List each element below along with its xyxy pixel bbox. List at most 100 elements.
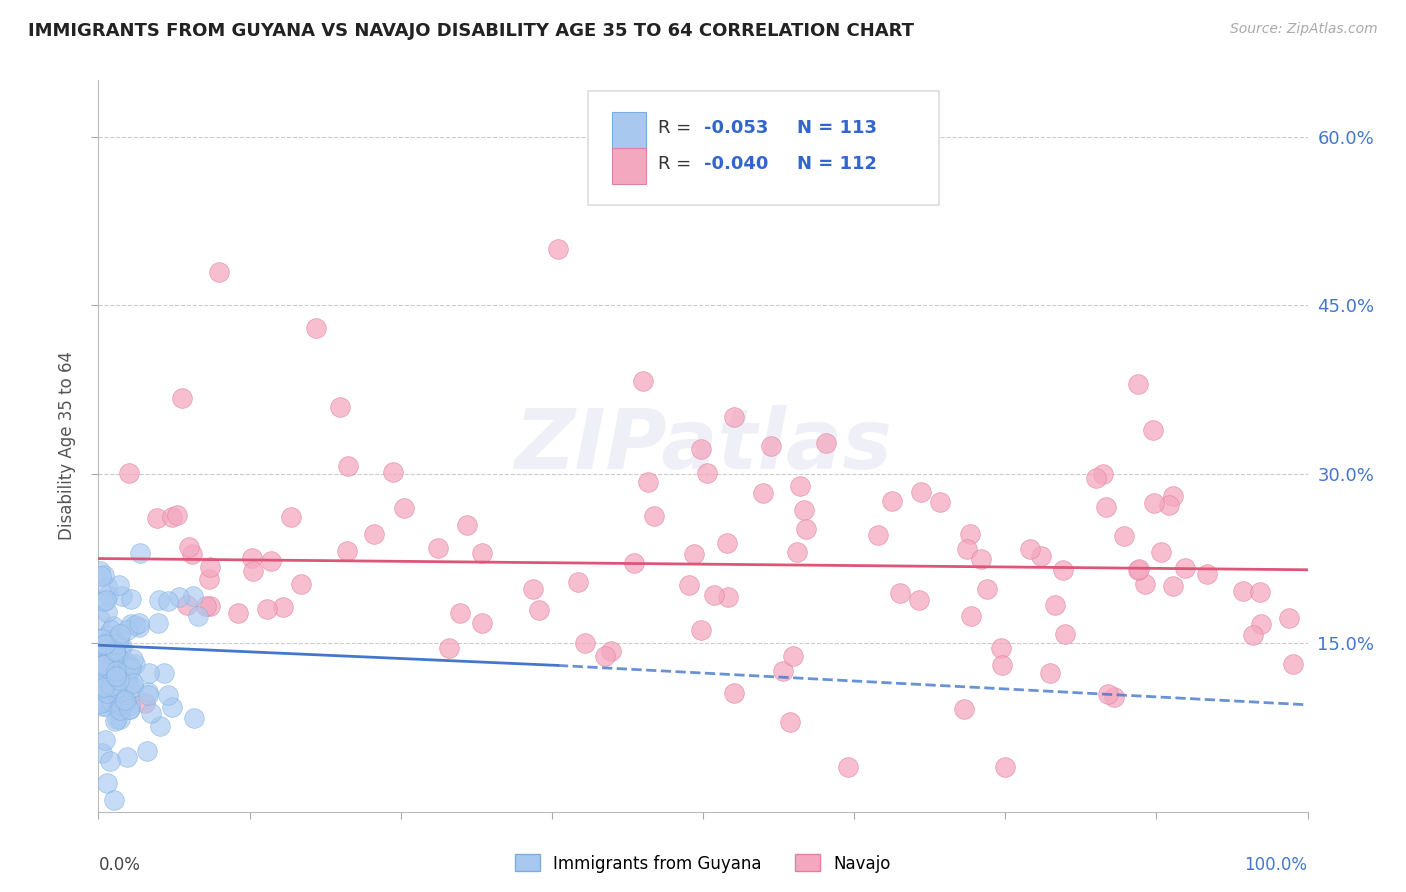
Point xyxy=(759,439,782,453)
Point xyxy=(198,599,221,614)
Point xyxy=(782,648,804,663)
Point xyxy=(593,648,616,663)
Point xyxy=(93,665,115,679)
Point xyxy=(96,672,118,686)
Point xyxy=(180,547,202,561)
Point xyxy=(89,696,111,710)
Point xyxy=(689,442,711,456)
Point xyxy=(242,565,264,579)
Point xyxy=(108,703,131,717)
Point xyxy=(94,656,117,670)
Point xyxy=(329,400,352,414)
Point xyxy=(567,575,589,590)
Point xyxy=(336,544,359,558)
Point xyxy=(1053,626,1076,640)
Point xyxy=(195,599,218,613)
Point xyxy=(118,682,141,697)
Point xyxy=(93,657,115,671)
Point xyxy=(1102,690,1125,704)
Point xyxy=(89,612,111,626)
Text: 100.0%: 100.0% xyxy=(1244,855,1308,873)
Point xyxy=(723,686,745,700)
Point xyxy=(136,688,159,702)
Point xyxy=(1143,496,1166,510)
Point xyxy=(166,508,188,522)
Point xyxy=(187,609,209,624)
Point xyxy=(100,694,122,708)
Point xyxy=(97,642,120,657)
Point xyxy=(527,603,550,617)
Text: R =: R = xyxy=(658,155,697,173)
Point xyxy=(1157,498,1180,512)
Point xyxy=(290,577,312,591)
Point xyxy=(814,436,837,450)
Point xyxy=(100,754,122,768)
Point xyxy=(105,669,128,683)
Point xyxy=(1092,467,1115,481)
Point xyxy=(94,732,117,747)
Point xyxy=(91,632,114,646)
Point xyxy=(108,577,131,591)
Point xyxy=(198,572,221,586)
Point xyxy=(200,559,222,574)
Y-axis label: Disability Age 35 to 64: Disability Age 35 to 64 xyxy=(58,351,76,541)
Point xyxy=(90,644,112,658)
Point xyxy=(703,589,725,603)
Point xyxy=(117,674,139,689)
Point xyxy=(956,542,979,557)
Point xyxy=(89,694,111,708)
Point xyxy=(100,623,122,637)
Point xyxy=(176,598,198,612)
Text: IMMIGRANTS FROM GUYANA VS NAVAJO DISABILITY AGE 35 TO 64 CORRELATION CHART: IMMIGRANTS FROM GUYANA VS NAVAJO DISABIL… xyxy=(28,22,914,40)
Point xyxy=(117,662,139,676)
Point xyxy=(1019,542,1042,557)
Point xyxy=(124,657,146,671)
Point xyxy=(128,615,150,630)
Point xyxy=(683,547,706,561)
Point xyxy=(114,693,136,707)
Point xyxy=(179,540,201,554)
Point xyxy=(117,668,139,682)
Point xyxy=(160,510,183,524)
Point xyxy=(752,486,775,500)
Point xyxy=(772,664,794,678)
Point xyxy=(208,264,231,278)
Point xyxy=(104,662,127,676)
Point xyxy=(1094,500,1116,514)
Point xyxy=(136,744,159,758)
Point xyxy=(600,644,623,658)
Point xyxy=(118,698,141,712)
Text: N = 113: N = 113 xyxy=(797,119,877,136)
Point xyxy=(94,592,117,607)
Legend: Immigrants from Guyana, Navajo: Immigrants from Guyana, Navajo xyxy=(509,847,897,880)
Text: N = 112: N = 112 xyxy=(797,155,877,173)
Point xyxy=(111,589,134,603)
Point xyxy=(101,661,124,675)
Point xyxy=(1128,377,1150,392)
Point xyxy=(678,578,700,592)
Point xyxy=(120,616,142,631)
Point xyxy=(363,526,385,541)
Point xyxy=(1249,584,1271,599)
Point xyxy=(1085,471,1108,485)
Point xyxy=(167,591,190,605)
Point xyxy=(96,686,118,700)
Point xyxy=(1163,579,1185,593)
Point xyxy=(1142,423,1164,437)
Point xyxy=(96,628,118,642)
Point xyxy=(93,695,115,709)
Point xyxy=(152,665,174,680)
Point xyxy=(111,693,134,707)
Point xyxy=(1232,583,1254,598)
Point xyxy=(910,484,932,499)
Point xyxy=(1241,628,1264,642)
Point xyxy=(115,750,138,764)
Point xyxy=(111,640,134,654)
Point xyxy=(1174,561,1197,575)
Point xyxy=(1112,528,1135,542)
Point xyxy=(1128,562,1150,576)
Point xyxy=(1052,563,1074,577)
Point xyxy=(100,678,122,692)
Point xyxy=(98,653,121,667)
Point xyxy=(280,509,302,524)
